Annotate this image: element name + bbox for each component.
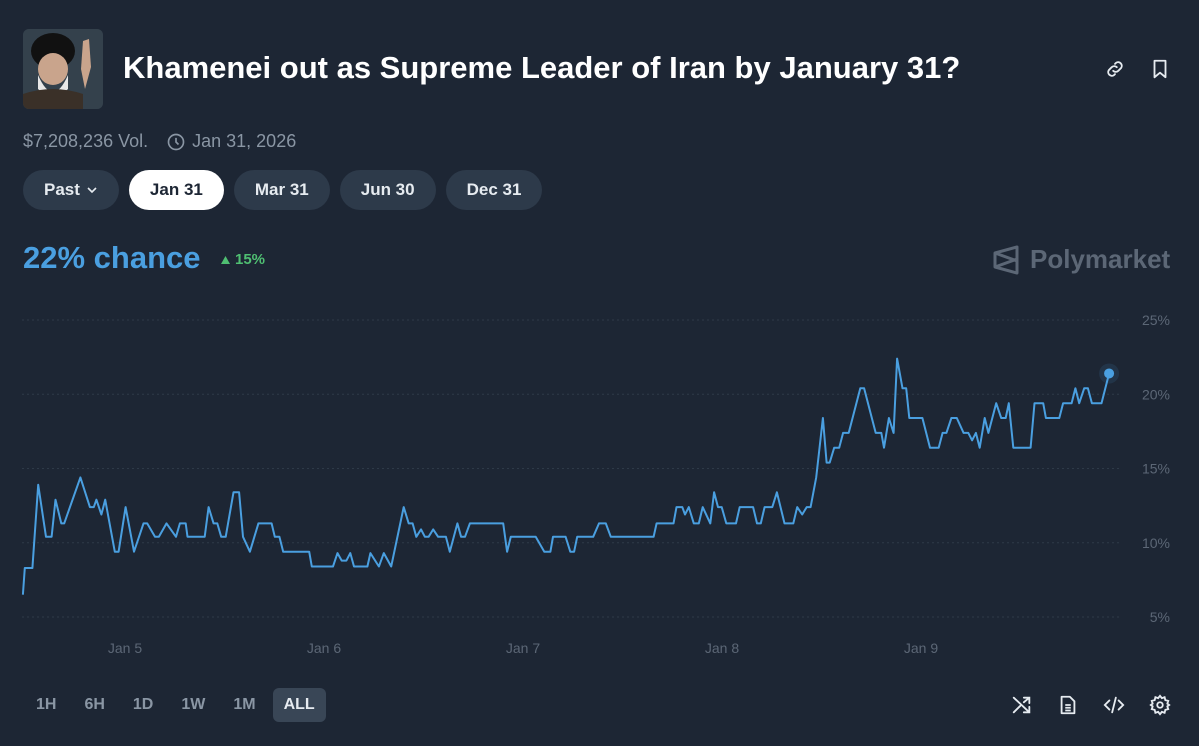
code-icon[interactable] [1103, 694, 1125, 716]
range-1w[interactable]: 1W [181, 696, 206, 713]
last-point [1104, 368, 1115, 379]
portrait-image [23, 29, 103, 109]
x-tick-label: Jan 7 [506, 640, 540, 656]
chevron-down-icon [87, 187, 97, 194]
range-all[interactable]: ALL [272, 688, 326, 722]
y-tick-label: 15% [1142, 461, 1170, 477]
range-1h[interactable]: 1H [36, 696, 57, 713]
clock-icon [167, 133, 185, 150]
x-tick-label: Jan 9 [904, 640, 938, 656]
tab-past[interactable]: Past [23, 170, 119, 210]
volume: $7,208,236 Vol. [23, 131, 149, 151]
range-1m[interactable]: 1M [233, 696, 256, 713]
gear-icon[interactable] [1149, 694, 1171, 716]
tab-jan-31[interactable]: Jan 31 [128, 170, 224, 210]
market-title: Khamenei out as Supreme Leader of Iran b… [123, 50, 961, 85]
chart-tools [1011, 694, 1171, 716]
triangle-up-icon [221, 255, 230, 264]
x-axis: Jan 5 Jan 6 Jan 7 Jan 8 Jan 9 [108, 640, 938, 656]
shuffle-icon[interactable] [1011, 694, 1033, 716]
polymarket-logo-icon [993, 245, 1019, 274]
tab-label: Past [44, 180, 80, 199]
y-tick-label: 25% [1142, 312, 1170, 328]
x-tick-label: Jan 6 [307, 640, 341, 656]
brand-name: Polymarket [1030, 244, 1171, 274]
link-icon[interactable] [1104, 58, 1126, 80]
tab-dec-31[interactable]: Dec 31 [445, 170, 543, 210]
tab-mar-31[interactable]: Mar 31 [233, 170, 330, 210]
range-1d[interactable]: 1D [132, 696, 154, 713]
price-chart: 25% 20% 15% 10% 5% Jan 5 Jan 6 Jan 7 Jan 8 Jan 9 [21, 312, 1170, 656]
x-tick-label: Jan 8 [705, 640, 739, 656]
chance-delta: 15% [220, 251, 265, 268]
bookmark-icon[interactable] [1149, 58, 1171, 80]
range-6h[interactable]: 6H [84, 696, 105, 713]
tab-jun-30[interactable]: Jun 30 [339, 170, 436, 210]
date-tabs: Past Jan 31 Mar 31 Jun 30 Dec 31 [23, 170, 543, 210]
y-tick-label: 20% [1142, 386, 1170, 402]
document-icon[interactable] [1057, 694, 1079, 716]
market-meta: $7,208,236 Vol. Jan 31, 2026 [23, 131, 296, 152]
market-avatar [23, 29, 103, 109]
time-range-selector: 1H 6H 1D 1W 1M ALL [25, 688, 326, 722]
delta-value: 15% [235, 251, 266, 268]
chance-value: 22% chance [23, 240, 201, 275]
y-tick-label: 5% [1150, 609, 1170, 625]
y-axis: 25% 20% 15% 10% 5% [1142, 312, 1170, 625]
grid [22, 319, 1120, 618]
end-date: Jan 31, 2026 [192, 131, 297, 151]
y-tick-label: 10% [1142, 535, 1170, 551]
series-line [21, 357, 1111, 595]
polymarket-logo: Polymarket [992, 244, 1170, 275]
x-tick-label: Jan 5 [108, 640, 142, 656]
